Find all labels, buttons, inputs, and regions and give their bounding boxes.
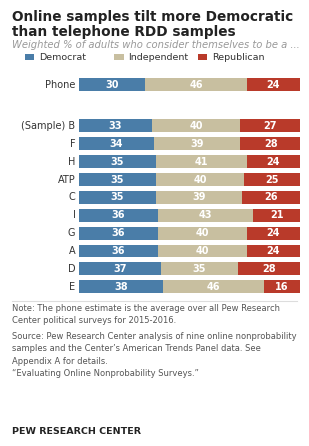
Text: 24: 24 (266, 157, 280, 167)
Text: 27: 27 (263, 121, 277, 131)
Bar (253, 209, 300, 222)
Bar (242, 191, 300, 204)
Bar (79, 173, 156, 186)
Bar (244, 173, 300, 186)
Bar (79, 120, 152, 132)
Bar (247, 155, 300, 168)
Text: 35: 35 (193, 264, 206, 274)
Text: 36: 36 (112, 210, 125, 220)
Text: 24: 24 (266, 228, 280, 238)
Bar (240, 137, 302, 150)
Text: 36: 36 (112, 246, 125, 256)
Bar (265, 281, 300, 293)
Text: Independent: Independent (128, 53, 188, 62)
Bar (238, 262, 300, 275)
Bar (79, 262, 161, 275)
Text: Note: The phone estimate is the average over all Pew Research
Center political s: Note: The phone estimate is the average … (12, 304, 280, 325)
Bar (79, 155, 156, 168)
Text: 24: 24 (266, 80, 280, 90)
Text: F: F (70, 139, 75, 149)
Text: 40: 40 (196, 246, 209, 256)
Text: 39: 39 (190, 139, 204, 149)
Bar (79, 209, 158, 222)
Text: 40: 40 (193, 174, 207, 185)
Text: 30: 30 (105, 80, 119, 90)
Text: Democrat: Democrat (39, 53, 86, 62)
Bar (79, 137, 154, 150)
Text: 34: 34 (110, 139, 123, 149)
Text: 28: 28 (264, 139, 278, 149)
Bar (156, 191, 242, 204)
Bar (247, 244, 300, 257)
Text: Online samples tilt more Democratic: Online samples tilt more Democratic (12, 10, 294, 24)
Text: H: H (68, 157, 75, 167)
Text: 35: 35 (111, 174, 124, 185)
Text: 43: 43 (199, 210, 213, 220)
Text: 35: 35 (111, 157, 124, 167)
Bar (156, 173, 244, 186)
Text: 36: 36 (112, 228, 125, 238)
Text: 39: 39 (193, 192, 206, 202)
Text: 35: 35 (111, 192, 124, 202)
Text: 16: 16 (275, 282, 289, 292)
Text: (Sample) B: (Sample) B (21, 121, 75, 131)
Text: E: E (69, 282, 75, 292)
Bar (154, 137, 240, 150)
Text: D: D (68, 264, 75, 274)
Bar (79, 281, 163, 293)
Text: 21: 21 (270, 210, 283, 220)
Text: Source: Pew Research Center analysis of nine online nonprobability
samples and t: Source: Pew Research Center analysis of … (12, 332, 297, 378)
Text: 25: 25 (265, 174, 279, 185)
Text: 37: 37 (113, 264, 126, 274)
Text: I: I (73, 210, 75, 220)
Text: 40: 40 (196, 228, 209, 238)
Bar (152, 120, 240, 132)
Text: than telephone RDD samples: than telephone RDD samples (12, 25, 236, 38)
Text: G: G (68, 228, 75, 238)
Bar (158, 209, 253, 222)
Bar (163, 281, 265, 293)
Text: 46: 46 (189, 80, 203, 90)
Bar (79, 227, 158, 240)
Bar (156, 155, 247, 168)
Text: 40: 40 (189, 121, 203, 131)
Text: Phone: Phone (45, 80, 75, 90)
Text: 28: 28 (262, 264, 276, 274)
Bar (158, 244, 247, 257)
Text: 46: 46 (207, 282, 220, 292)
Text: 26: 26 (264, 192, 278, 202)
Text: A: A (69, 246, 75, 256)
Text: Republican: Republican (212, 53, 264, 62)
Bar (79, 244, 158, 257)
Bar (247, 78, 300, 91)
Bar (158, 227, 247, 240)
Bar (79, 78, 145, 91)
Text: 33: 33 (108, 121, 122, 131)
Text: 38: 38 (114, 282, 128, 292)
Text: PEW RESEARCH CENTER: PEW RESEARCH CENTER (12, 427, 141, 436)
Bar (240, 120, 300, 132)
Text: 24: 24 (266, 246, 280, 256)
Text: 41: 41 (195, 157, 208, 167)
Text: ATP: ATP (58, 174, 75, 185)
Bar (161, 262, 238, 275)
Text: C: C (69, 192, 75, 202)
Bar (79, 191, 156, 204)
Bar (247, 227, 300, 240)
Text: Weighted % of adults who consider themselves to be a ...: Weighted % of adults who consider themse… (12, 40, 300, 50)
Bar (145, 78, 247, 91)
